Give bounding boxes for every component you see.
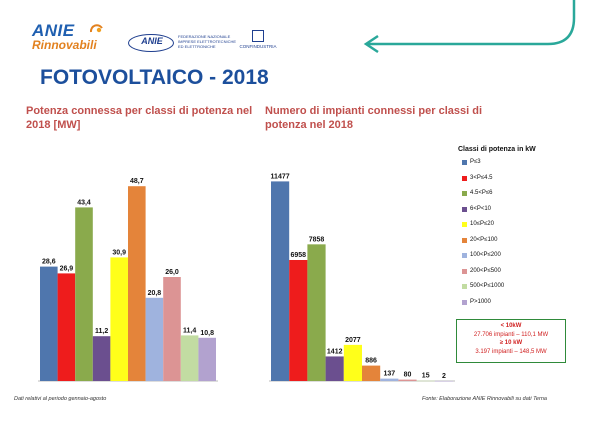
confindustria-emblem-icon bbox=[252, 30, 264, 42]
power-bar-4 bbox=[92, 336, 111, 381]
legend-swatch-icon bbox=[462, 237, 467, 243]
count-bar-8 bbox=[398, 379, 417, 381]
legend-swatch-icon bbox=[462, 268, 467, 274]
summary-note-box: < 10kW 27.706 impianti – 110,1 MW ≥ 10 k… bbox=[456, 319, 566, 363]
count-bar-9 bbox=[416, 380, 435, 382]
sun-icon bbox=[89, 24, 103, 33]
power-bar-8 bbox=[163, 277, 181, 381]
confindustria-logo[interactable]: CONFINDUSTRIA bbox=[238, 30, 278, 58]
legend-swatch-icon bbox=[462, 222, 467, 227]
power-bar-label-9: 11,4 bbox=[183, 327, 196, 334]
legend-swatch-icon bbox=[462, 284, 467, 289]
power-bar-label-10: 10,8 bbox=[200, 330, 214, 337]
logo-brand-line1: ANIE bbox=[32, 21, 75, 40]
power-bar-label-4: 11,2 bbox=[95, 328, 108, 335]
count-bar-10 bbox=[434, 380, 453, 382]
count-bar-label-4: 1412 bbox=[327, 348, 343, 355]
count-bar-label-10: 2 bbox=[442, 373, 446, 380]
legend-label: 100<P≤200 bbox=[470, 252, 501, 258]
count-chart-title: Numero di impianti connessi per classi d… bbox=[265, 105, 483, 131]
power-bar-7 bbox=[145, 297, 164, 381]
count-bar-label-6: 886 bbox=[365, 358, 377, 365]
legend-label: P>1000 bbox=[470, 298, 491, 305]
power-bar-9 bbox=[180, 335, 199, 381]
legend-label: 200<P≤500 bbox=[470, 267, 501, 274]
power-bar-label-7: 20,8 bbox=[148, 290, 162, 297]
note-line-under-10kw-values: 27.706 impianti – 110,1 MW bbox=[473, 331, 549, 338]
footnote-period: Dati relativi al periodo gennaio-agosto bbox=[14, 396, 107, 402]
federazione-acronym: ANIE bbox=[141, 36, 163, 46]
legend-label: 500<P≤1000 bbox=[470, 283, 505, 289]
power-bar-label-2: 26,9 bbox=[60, 265, 74, 272]
count-bar-3 bbox=[307, 244, 326, 381]
legend-swatch-icon bbox=[462, 299, 467, 305]
power-bar-3 bbox=[75, 207, 93, 381]
logo-brand-line2: Rinnovabili bbox=[32, 38, 97, 52]
power-chart-title: Potenza connessa per classi di potenza n… bbox=[26, 105, 253, 131]
power-bar-6 bbox=[128, 186, 146, 381]
federazione-oval-mark bbox=[128, 34, 174, 52]
legend-swatch-icon bbox=[462, 253, 467, 258]
page-title: FOTOVOLTAICO - 2018 bbox=[40, 66, 269, 89]
footnote-source: Fonte: Elaborazione ANIE Rinnovabili su … bbox=[422, 396, 547, 402]
count-bar-label-7: 137 bbox=[383, 371, 395, 378]
federazione-anie-logo[interactable]: ANIE FEDERAZIONE NAZIONALE IMPRESE ELETT… bbox=[128, 32, 238, 58]
legend-swatch-icon bbox=[462, 175, 467, 181]
power-bar-label-6: 48,7 bbox=[130, 178, 144, 185]
count-bar-label-3: 7858 bbox=[309, 236, 325, 243]
note-line-under-10kw: < 10kW bbox=[500, 323, 522, 329]
power-bar-label-3: 43,4 bbox=[77, 199, 91, 206]
anie-rinnovabili-logo[interactable]: ANIE Rinnovabili bbox=[32, 22, 112, 62]
count-bar-7 bbox=[380, 378, 399, 381]
count-bar-4 bbox=[325, 356, 344, 381]
decorative-arrow bbox=[363, 0, 576, 54]
power-bar-1 bbox=[40, 266, 58, 381]
legend-swatch-icon bbox=[462, 206, 467, 212]
power-bar-label-8: 26,0 bbox=[165, 269, 179, 276]
legend-label: 6<P<10 bbox=[470, 205, 492, 212]
power-bar-label-1: 28,6 bbox=[42, 259, 56, 266]
confindustria-label: CONFINDUSTRIA bbox=[239, 44, 277, 49]
count-bar-label-2: 6958 bbox=[291, 252, 307, 259]
legend-label: 10≤P≤20 bbox=[470, 221, 494, 227]
legend-label: 20<P≤100 bbox=[470, 236, 498, 243]
count-bar-2 bbox=[289, 259, 308, 381]
legend-swatch-icon bbox=[462, 160, 467, 165]
count-bar-label-8: 80 bbox=[404, 372, 412, 379]
count-bar-5 bbox=[343, 344, 362, 381]
count-bar-1 bbox=[271, 181, 290, 381]
count-bar-label-1: 11477 bbox=[271, 173, 290, 180]
legend-label: P≤3 bbox=[470, 159, 481, 165]
power-bar-10 bbox=[198, 337, 216, 381]
legend-label: 4.5<P≤6 bbox=[470, 190, 493, 196]
count-bar-label-5: 2077 bbox=[345, 337, 361, 344]
legend-swatch-icon bbox=[462, 191, 467, 196]
note-line-over-10kw-values: 3.197 impianti – 148,5 MW bbox=[475, 348, 547, 355]
federazione-name: FEDERAZIONE NAZIONALE IMPRESE ELETTROTEC… bbox=[178, 34, 237, 49]
count-bar-label-9: 15 bbox=[422, 373, 430, 380]
legend-title: Classi di potenza in kW bbox=[458, 146, 536, 153]
power-bar-2 bbox=[57, 273, 76, 381]
note-line-over-10kw: ≥ 10 kW bbox=[499, 340, 523, 346]
power-bar-label-5: 30,9 bbox=[112, 249, 126, 256]
power-bar-5 bbox=[110, 257, 128, 381]
legend-label: 3<P≤4.5 bbox=[470, 174, 493, 181]
count-bar-6 bbox=[362, 365, 381, 381]
